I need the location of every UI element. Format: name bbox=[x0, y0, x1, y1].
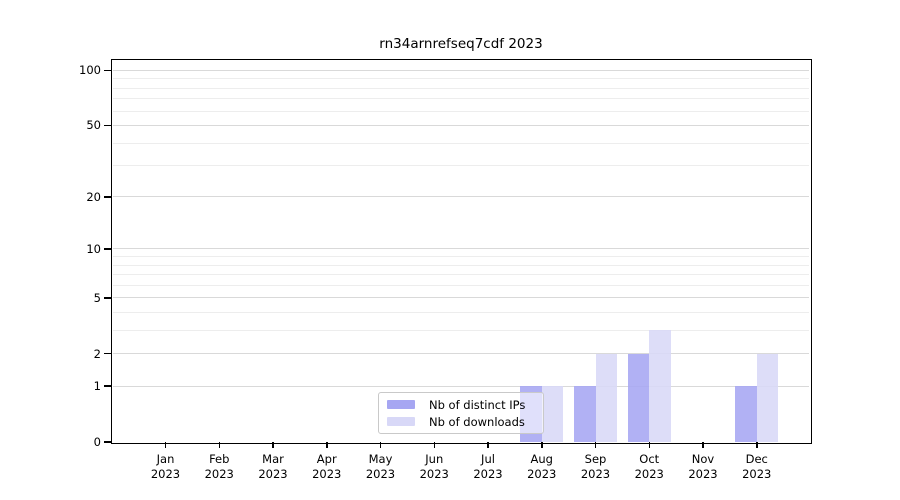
x-tick-year: 2023 bbox=[419, 467, 449, 481]
x-tick-month: Jun bbox=[425, 452, 444, 466]
minor-gridline bbox=[113, 110, 809, 112]
minor-gridline bbox=[113, 78, 809, 80]
x-tick-mark bbox=[702, 442, 704, 448]
y-tick-label: 20 bbox=[86, 189, 101, 204]
major-gridline bbox=[113, 353, 809, 355]
y-tick-mark bbox=[104, 124, 111, 127]
y-tick-label: 2 bbox=[93, 346, 101, 361]
x-tick-mark bbox=[164, 442, 167, 448]
x-tick-month: Oct bbox=[639, 452, 660, 466]
y-tick-label: 5 bbox=[93, 290, 101, 305]
legend-swatch-distinct-ips bbox=[387, 399, 415, 410]
x-tick-month: Mar bbox=[262, 452, 284, 466]
x-tick-month: Apr bbox=[316, 452, 337, 466]
minor-gridline bbox=[113, 98, 809, 100]
major-gridline bbox=[113, 385, 809, 387]
x-tick-mark bbox=[326, 442, 328, 448]
x-tick-mark bbox=[756, 442, 758, 448]
bar-distinct-ips-oct bbox=[627, 353, 650, 442]
x-tick-label: Mar 2023 bbox=[243, 452, 303, 482]
y-tick-mark bbox=[104, 248, 111, 250]
minor-gridline bbox=[113, 329, 809, 331]
x-tick-label: Nov 2023 bbox=[673, 452, 733, 482]
minor-gridline bbox=[113, 142, 809, 144]
bar-distinct-ips-sep bbox=[574, 386, 596, 442]
chart-title: rn34arnrefseq7cdf 2023 bbox=[379, 36, 543, 52]
x-tick-year: 2023 bbox=[473, 467, 503, 481]
legend: Nb of distinct IPs Nb of downloads bbox=[378, 392, 544, 434]
x-tick-label: Feb 2023 bbox=[189, 452, 249, 482]
x-tick-label: Jun 2023 bbox=[404, 452, 464, 482]
x-tick-label: Jan 2023 bbox=[136, 452, 196, 482]
minor-gridline bbox=[113, 256, 809, 258]
legend-item-distinct-ips: Nb of distinct IPs bbox=[387, 396, 543, 413]
y-tick-mark bbox=[104, 352, 111, 355]
x-tick-mark bbox=[379, 442, 382, 448]
major-gridline bbox=[113, 248, 809, 250]
minor-gridline bbox=[113, 165, 809, 167]
x-tick-label: Aug 2023 bbox=[512, 452, 572, 482]
x-tick-mark bbox=[594, 442, 597, 448]
x-tick-year: 2023 bbox=[742, 467, 772, 481]
bar-downloads-aug bbox=[541, 386, 564, 442]
x-tick-year: 2023 bbox=[365, 467, 396, 481]
x-tick-month: Feb bbox=[209, 452, 230, 466]
legend-swatch-downloads bbox=[387, 416, 415, 427]
minor-gridline bbox=[113, 87, 809, 89]
x-tick-month: May bbox=[368, 452, 393, 466]
minor-gridline bbox=[113, 274, 809, 276]
legend-label-distinct-ips: Nb of distinct IPs bbox=[429, 397, 526, 412]
x-tick-month: Sep bbox=[584, 452, 607, 466]
bar-downloads-oct bbox=[649, 330, 671, 442]
major-gridline bbox=[113, 196, 809, 198]
x-tick-month: Jan bbox=[156, 452, 175, 466]
y-tick-label: 100 bbox=[79, 63, 101, 78]
major-gridline bbox=[113, 69, 809, 71]
x-tick-year: 2023 bbox=[527, 467, 557, 481]
x-tick-year: 2023 bbox=[204, 467, 234, 481]
minor-gridline bbox=[113, 264, 809, 266]
bar-distinct-ips-dec bbox=[735, 386, 757, 442]
x-tick-label: Oct 2023 bbox=[619, 452, 679, 482]
x-tick-year: 2023 bbox=[150, 467, 181, 481]
y-tick-mark bbox=[104, 297, 111, 299]
y-tick-label: 1 bbox=[93, 379, 101, 394]
x-tick-mark bbox=[218, 442, 220, 448]
y-tick-mark bbox=[104, 69, 111, 72]
y-tick-mark bbox=[104, 196, 111, 198]
x-tick-month: Aug bbox=[530, 452, 553, 466]
x-tick-month: Jul bbox=[481, 452, 495, 466]
bar-downloads-sep bbox=[595, 353, 617, 442]
major-gridline bbox=[113, 297, 809, 299]
minor-gridline bbox=[113, 284, 809, 286]
legend-label-downloads: Nb of downloads bbox=[429, 414, 525, 429]
x-tick-year: 2023 bbox=[688, 467, 718, 481]
x-tick-label: Sep 2023 bbox=[566, 452, 626, 482]
x-tick-mark bbox=[648, 442, 650, 448]
bar-downloads-dec bbox=[756, 353, 779, 442]
x-tick-label: Dec 2023 bbox=[727, 452, 787, 482]
x-tick-mark bbox=[433, 442, 435, 448]
x-tick-label: Jul 2023 bbox=[458, 452, 518, 482]
legend-item-downloads: Nb of downloads bbox=[387, 413, 543, 430]
x-tick-year: 2023 bbox=[634, 467, 664, 481]
major-gridline bbox=[113, 124, 809, 126]
x-tick-month: Dec bbox=[745, 452, 768, 466]
x-tick-year: 2023 bbox=[580, 467, 611, 481]
x-tick-label: Apr 2023 bbox=[297, 452, 357, 482]
minor-gridline bbox=[113, 311, 809, 313]
y-tick-label: 10 bbox=[86, 241, 101, 256]
y-tick-mark bbox=[104, 385, 111, 387]
y-tick-mark bbox=[104, 441, 111, 443]
x-tick-month: Nov bbox=[691, 452, 715, 466]
y-tick-label: 0 bbox=[93, 435, 101, 449]
x-tick-label: May 2023 bbox=[351, 452, 411, 482]
x-tick-mark bbox=[487, 442, 489, 448]
x-tick-mark bbox=[272, 442, 274, 448]
y-tick-label: 50 bbox=[86, 118, 101, 133]
x-tick-year: 2023 bbox=[258, 467, 288, 481]
x-tick-year: 2023 bbox=[312, 467, 342, 481]
x-tick-mark bbox=[541, 442, 543, 448]
